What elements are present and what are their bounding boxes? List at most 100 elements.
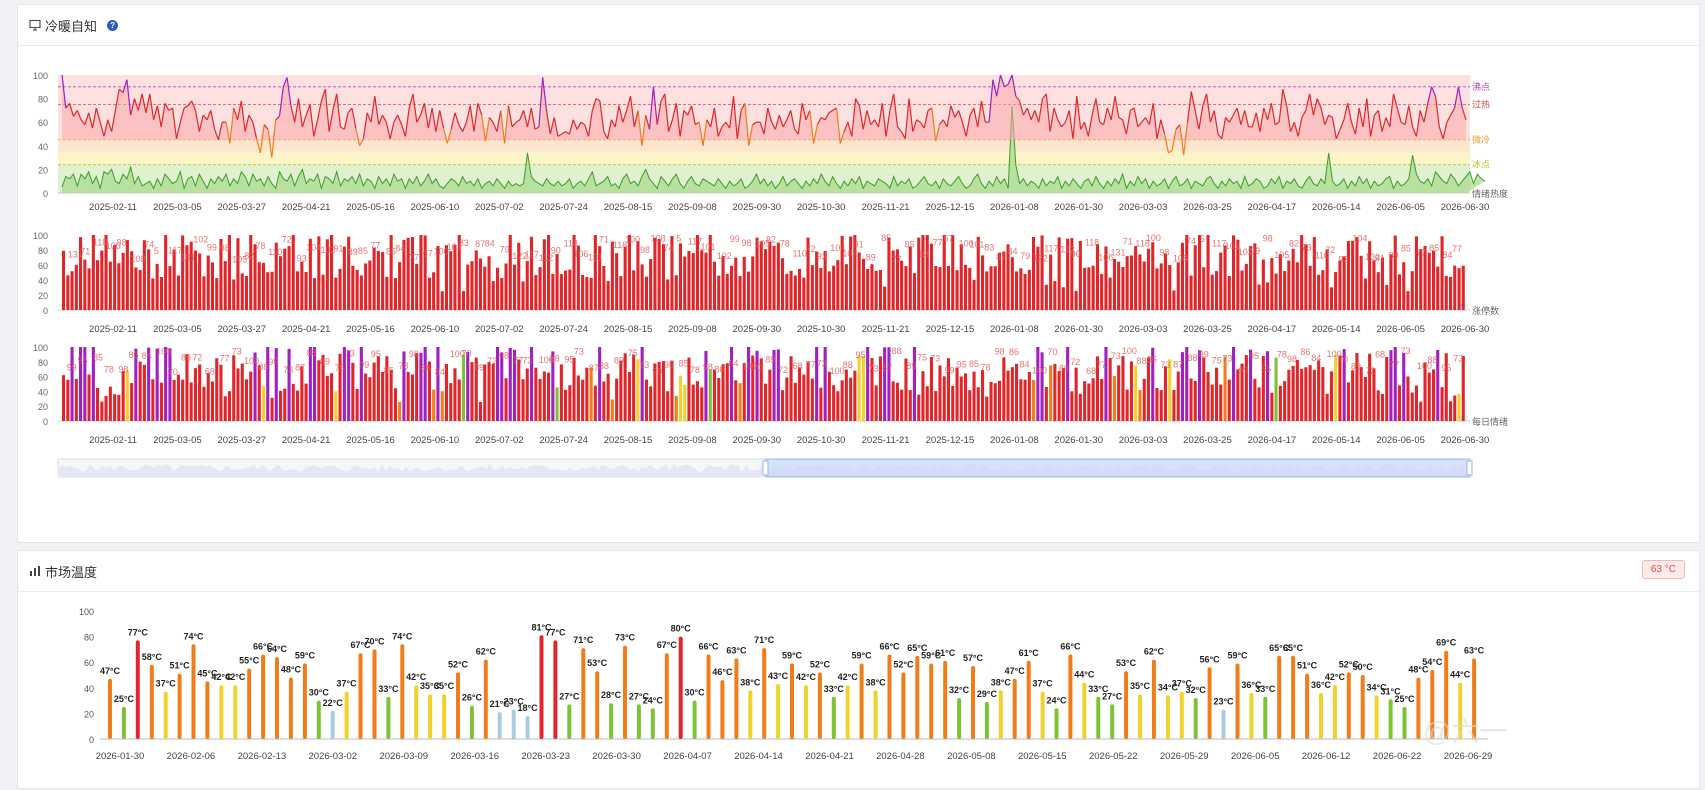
heat-line-segment bbox=[607, 119, 612, 139]
x-tick-label: 2025-02-11 bbox=[89, 202, 137, 213]
temp-value-label: 63°C bbox=[726, 645, 747, 655]
bar bbox=[483, 364, 487, 421]
bar bbox=[785, 273, 789, 310]
bar bbox=[1070, 238, 1074, 310]
bar bbox=[1363, 377, 1367, 421]
bar bbox=[1091, 378, 1095, 421]
temp-value-label: 54°C bbox=[1422, 657, 1443, 667]
bar-value-label: 88 bbox=[1188, 353, 1198, 363]
bar bbox=[768, 241, 772, 310]
temp-value-label: 77°C bbox=[545, 627, 566, 637]
x-tick-label: 2026-06-05 bbox=[1231, 751, 1280, 762]
bar bbox=[993, 383, 997, 421]
bar bbox=[1359, 367, 1363, 421]
bar-value-label: 102 bbox=[321, 245, 336, 255]
heat-line-segment bbox=[1331, 117, 1337, 139]
bar bbox=[1053, 363, 1057, 421]
heat-line-segment bbox=[1396, 107, 1402, 123]
bar bbox=[147, 249, 151, 310]
bar bbox=[593, 235, 597, 310]
bar-value-label: 91 bbox=[333, 243, 343, 253]
temp-bar bbox=[1263, 696, 1268, 739]
heat-line-segment bbox=[778, 114, 784, 128]
bar bbox=[359, 275, 363, 310]
bar bbox=[934, 391, 938, 421]
bar bbox=[1223, 356, 1227, 421]
bar-value-label: 99 bbox=[652, 367, 662, 377]
bar bbox=[496, 347, 500, 421]
bar bbox=[976, 236, 980, 310]
bar-value-label: 68 bbox=[1375, 349, 1385, 359]
bar bbox=[904, 358, 908, 421]
y-tick-label: 100 bbox=[33, 343, 48, 353]
bar-value-label: 72 bbox=[1325, 245, 1335, 255]
bar bbox=[1274, 273, 1278, 310]
bar bbox=[998, 380, 1002, 421]
bar bbox=[351, 362, 355, 421]
bar bbox=[1338, 355, 1342, 421]
bar bbox=[1240, 363, 1244, 421]
heat-line-segment bbox=[729, 96, 735, 129]
x-tick-label: 2026-03-03 bbox=[1119, 324, 1168, 335]
bar bbox=[210, 262, 214, 310]
temp-bar bbox=[1430, 669, 1435, 739]
heat-line-segment bbox=[362, 112, 368, 139]
help-icon[interactable]: ? bbox=[107, 19, 119, 31]
x-tick-label: 2026-06-30 bbox=[1441, 435, 1490, 446]
heat-line-segment bbox=[786, 110, 792, 121]
bar bbox=[525, 261, 529, 310]
temp-bar bbox=[1305, 673, 1310, 739]
heat-line-segment bbox=[1183, 122, 1189, 156]
temp-bar bbox=[595, 671, 600, 739]
bar bbox=[117, 394, 121, 421]
bar-value-label: 73 bbox=[639, 360, 649, 370]
bar bbox=[1227, 276, 1231, 310]
heat-line-segment bbox=[1392, 93, 1398, 109]
heat-line-segment bbox=[1366, 98, 1372, 137]
bar bbox=[708, 369, 712, 421]
bar bbox=[1329, 371, 1333, 421]
temp-value-label: 35°C bbox=[434, 681, 455, 691]
bar bbox=[1083, 267, 1087, 310]
heat-line-segment bbox=[1457, 86, 1463, 109]
bar bbox=[1346, 382, 1350, 421]
bar-value-label: 100 bbox=[1146, 233, 1161, 243]
heat-line-segment bbox=[355, 127, 361, 146]
bar bbox=[1334, 272, 1338, 310]
bar bbox=[649, 386, 653, 421]
bar bbox=[513, 264, 517, 310]
heat-line-segment bbox=[740, 103, 746, 111]
bar bbox=[555, 387, 559, 421]
heat-line-segment bbox=[1202, 93, 1208, 106]
bar bbox=[440, 391, 444, 421]
x-tick-label: 2026-05-22 bbox=[1089, 751, 1138, 762]
temp-value-label: 47°C bbox=[100, 666, 121, 676]
bar-value-label: 5 bbox=[154, 246, 159, 256]
heat-line-segment bbox=[332, 93, 338, 111]
bar bbox=[1155, 388, 1159, 421]
heat-line-segment bbox=[320, 89, 326, 102]
bar bbox=[121, 252, 125, 310]
bar bbox=[1198, 235, 1202, 310]
zone-label: 过热 bbox=[1472, 99, 1490, 110]
bar bbox=[1402, 262, 1406, 310]
bar bbox=[938, 365, 942, 421]
bar-value-label: 88 bbox=[843, 360, 853, 370]
bar-value-label: 118 bbox=[1135, 238, 1149, 248]
bar bbox=[576, 375, 580, 421]
temp-bar bbox=[567, 704, 572, 739]
temp-value-label: 59°C bbox=[295, 651, 316, 661]
temp-bar bbox=[734, 658, 739, 739]
bar bbox=[1015, 271, 1019, 310]
bar-value-label: 72 bbox=[806, 244, 816, 254]
bar bbox=[666, 279, 670, 310]
heat-line-segment bbox=[431, 107, 437, 132]
bar-value-label: 100 bbox=[1032, 366, 1047, 376]
temp-value-label: 52°C bbox=[1339, 659, 1360, 669]
bar bbox=[687, 357, 691, 421]
bar bbox=[585, 367, 589, 421]
temp-bar bbox=[456, 672, 460, 739]
bar bbox=[1295, 262, 1299, 310]
bar bbox=[1380, 393, 1384, 421]
heat-line-segment bbox=[1004, 83, 1009, 88]
